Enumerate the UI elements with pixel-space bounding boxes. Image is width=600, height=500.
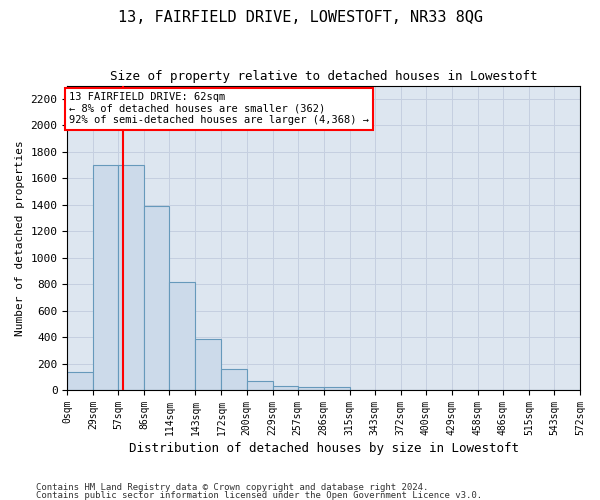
Title: Size of property relative to detached houses in Lowestoft: Size of property relative to detached ho… — [110, 70, 538, 83]
Bar — [118, 165, 145, 390]
X-axis label: Distribution of detached houses by size in Lowestoft: Distribution of detached houses by size … — [128, 442, 518, 455]
Bar — [196, 339, 221, 390]
Bar — [298, 387, 323, 390]
Bar — [145, 206, 169, 390]
Y-axis label: Number of detached properties: Number of detached properties — [15, 140, 25, 336]
Text: 13 FAIRFIELD DRIVE: 62sqm
← 8% of detached houses are smaller (362)
92% of semi-: 13 FAIRFIELD DRIVE: 62sqm ← 8% of detach… — [69, 92, 369, 126]
Bar — [272, 386, 298, 390]
Text: Contains HM Land Registry data © Crown copyright and database right 2024.: Contains HM Land Registry data © Crown c… — [36, 484, 428, 492]
Bar — [169, 282, 196, 390]
Text: Contains public sector information licensed under the Open Government Licence v3: Contains public sector information licen… — [36, 491, 482, 500]
Text: 13, FAIRFIELD DRIVE, LOWESTOFT, NR33 8QG: 13, FAIRFIELD DRIVE, LOWESTOFT, NR33 8QG — [118, 10, 482, 25]
Bar — [93, 165, 118, 390]
Bar — [221, 369, 247, 390]
Bar — [67, 372, 93, 390]
Bar — [247, 382, 272, 390]
Bar — [323, 387, 350, 390]
